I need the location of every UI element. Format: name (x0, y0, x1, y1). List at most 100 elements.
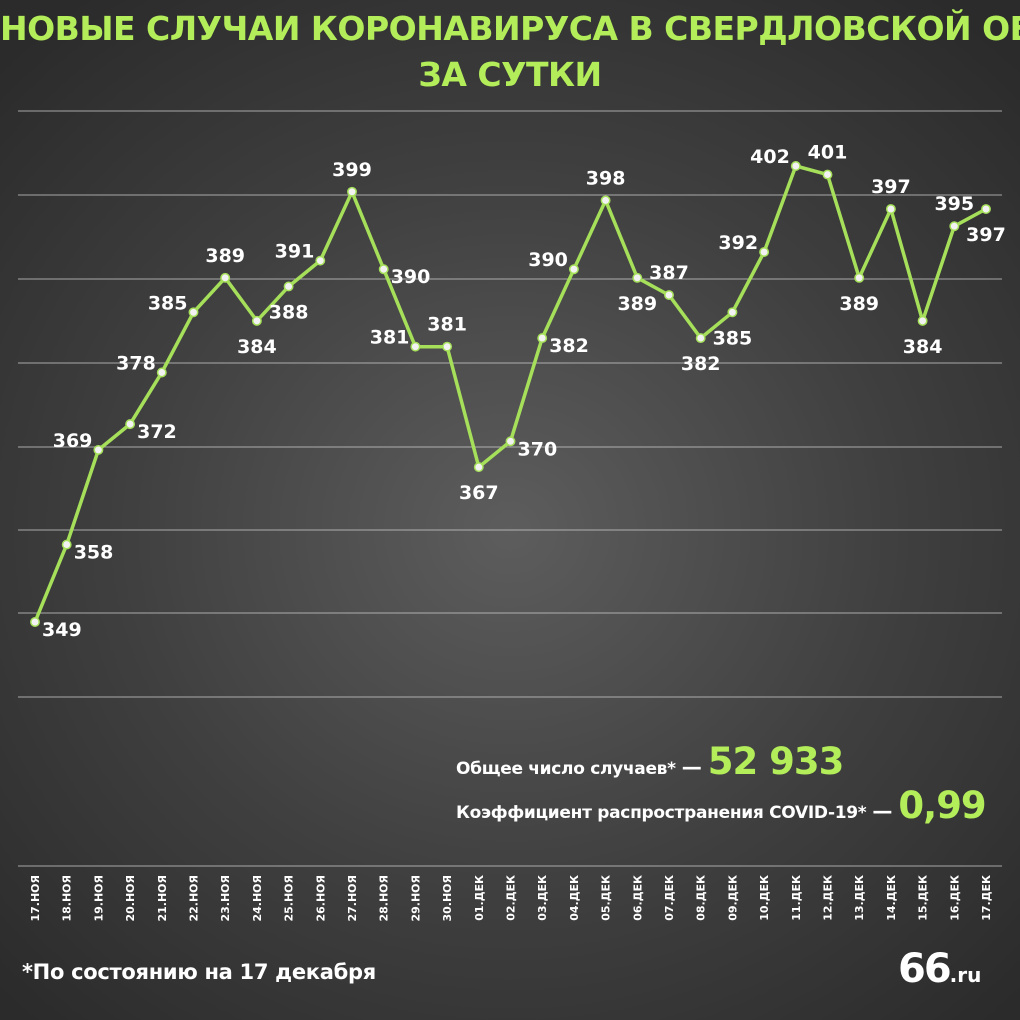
data-point (505, 436, 516, 447)
x-tick-label: 10.ДЕК (758, 875, 771, 921)
data-label: 398 (586, 167, 626, 189)
data-point (473, 462, 484, 473)
data-label: 382 (681, 353, 721, 375)
data-label: 385 (713, 327, 753, 349)
x-tick-label: 28.НОЯ (378, 875, 391, 922)
data-label: 392 (718, 232, 758, 254)
data-point (632, 272, 643, 283)
data-point (949, 221, 960, 232)
x-tick-label: 17.ДЕК (980, 875, 993, 921)
x-tick-label: 30.НОЯ (441, 875, 454, 922)
x-tick-label: 23.НОЯ (219, 875, 232, 922)
data-point (885, 204, 896, 214)
data-point (600, 195, 611, 206)
data-points (30, 161, 991, 627)
x-tick-label: 20.НОЯ (124, 875, 137, 922)
chart-title-line-2: за сутки (418, 55, 602, 94)
data-label: 390 (391, 266, 431, 288)
spread-rate-value: 0,99 (898, 784, 986, 827)
data-label: 385 (148, 292, 188, 314)
x-tick-label: 25.НОЯ (283, 875, 296, 922)
data-point (188, 307, 199, 318)
data-point (156, 367, 167, 378)
x-tick-label: 16.ДЕК (948, 875, 961, 921)
data-label: 399 (332, 159, 372, 181)
data-point (125, 419, 136, 430)
data-label: 381 (427, 314, 467, 336)
x-tick-label: 15.ДЕК (917, 875, 930, 921)
spread-rate-label: Коэффициент распространения COVID-19* (456, 803, 867, 823)
chart-title: Новые случаи коронавируса в Свердловской… (0, 6, 1020, 98)
data-label: 381 (370, 327, 410, 349)
footnote: *По состоянию на 17 декабря (22, 960, 376, 984)
data-label: 378 (116, 352, 156, 374)
logo-number: 66 (898, 946, 952, 992)
x-tick-label: 19.НОЯ (92, 875, 105, 922)
x-tick-label: 24.НОЯ (251, 875, 264, 922)
data-point (664, 290, 674, 301)
data-point (790, 161, 801, 171)
total-cases-value: 52 933 (707, 740, 845, 783)
x-tick-label: 22.НОЯ (188, 875, 201, 922)
total-cases-label: Общее число случаев* (456, 759, 676, 779)
x-tick-label: 29.НОЯ (409, 875, 422, 922)
data-label: 369 (53, 430, 93, 452)
x-tick-label: 13.ДЕК (853, 875, 866, 921)
data-point (283, 281, 294, 292)
x-tick-label: 12.ДЕК (822, 875, 835, 921)
x-tick-label: 03.ДЕК (536, 875, 549, 921)
spread-rate-stat: Коэффициент распространения COVID-19* —0,… (456, 784, 987, 827)
data-label: 382 (549, 335, 589, 357)
x-tick-label: 11.ДЕК (790, 875, 803, 921)
x-axis-ticks: 17.НОЯ 18.НОЯ 19.НОЯ 20.НОЯ 21.НОЯ 22.НОЯ 23.Н… (29, 875, 993, 922)
site-logo: 66.ru (898, 946, 981, 992)
data-label: 389 (617, 293, 657, 315)
data-point (568, 264, 579, 275)
x-tick-label: 06.ДЕК (631, 875, 644, 921)
data-point (759, 247, 770, 257)
data-point (854, 272, 865, 283)
data-point (347, 186, 357, 197)
data-label: 401 (808, 142, 848, 164)
data-label: 391 (275, 241, 315, 263)
data-label: 395 (934, 193, 974, 215)
data-point (727, 307, 738, 318)
x-tick-label: 09.ДЕК (726, 875, 739, 921)
x-tick-label: 07.ДЕК (663, 875, 676, 921)
data-point (315, 255, 326, 266)
data-point (537, 333, 548, 344)
data-label: 367 (459, 482, 499, 504)
data-point (378, 264, 389, 275)
data-point (93, 444, 104, 455)
data-label: 372 (137, 421, 177, 443)
data-point (251, 315, 262, 326)
x-tick-label: 08.ДЕК (695, 875, 708, 921)
data-point (917, 315, 928, 326)
x-tick-label: 17.НОЯ (29, 875, 42, 922)
x-tick-label: 04.ДЕК (568, 875, 581, 921)
data-label: 389 (839, 293, 879, 315)
total-cases-dash: — (681, 755, 702, 779)
data-label: 384 (903, 336, 943, 358)
x-tick-label: 18.НОЯ (61, 875, 74, 922)
data-point (695, 333, 706, 344)
data-label: 370 (518, 438, 558, 460)
data-label: 397 (966, 224, 1006, 246)
data-point (61, 539, 72, 550)
data-label: 390 (528, 249, 568, 271)
data-label: 349 (42, 619, 82, 641)
data-label: 388 (269, 301, 309, 323)
data-label: 389 (205, 245, 245, 267)
data-label: 397 (871, 176, 911, 198)
data-label: 384 (237, 336, 277, 358)
total-cases-stat: Общее число случаев* —52 933 (456, 740, 845, 783)
series-line-path (33, 164, 987, 623)
chart-title-line-1: Новые случаи коронавируса в Свердловской… (0, 9, 1020, 48)
data-point (30, 617, 40, 627)
data-point (822, 169, 833, 180)
x-tick-label: 01.ДЕК (473, 875, 486, 921)
x-tick-label: 02.ДЕК (505, 875, 518, 921)
series-line (33, 164, 987, 623)
